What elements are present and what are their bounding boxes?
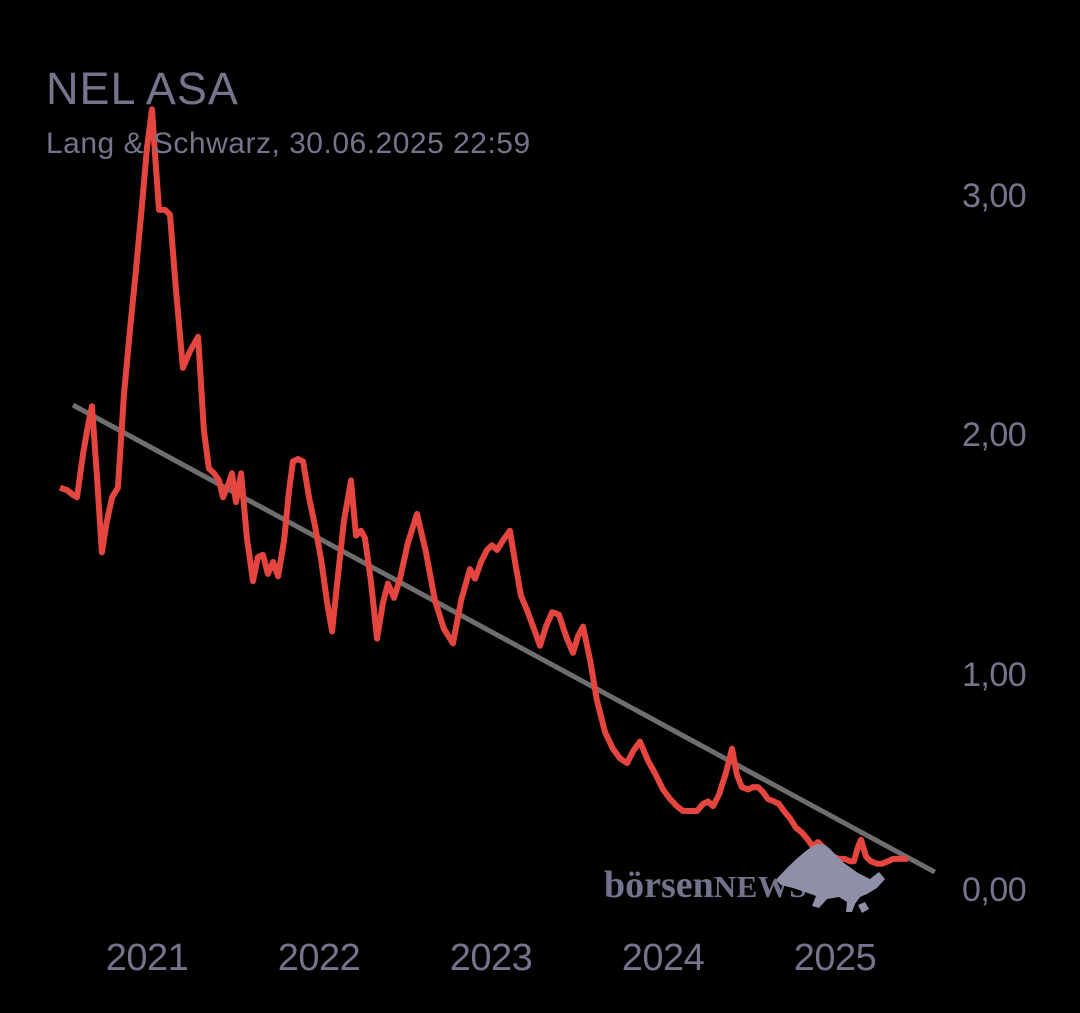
- chart-title: NEL ASA: [46, 63, 239, 114]
- bull-silhouette: [776, 844, 885, 913]
- y-axis-tick-label: 1,00: [962, 655, 1027, 694]
- borsennews-watermark: börsenNEWS: [604, 866, 807, 904]
- x-axis-tick-label: 2021: [105, 937, 189, 979]
- x-axis-tick-label: 2025: [793, 937, 877, 979]
- price-line: [59, 106, 908, 867]
- chart-subtitle: Lang & Schwarz, 30.06.2025 22:59: [46, 127, 531, 160]
- x-axis-tick-label: 2023: [449, 937, 533, 979]
- watermark-text-borsen: börsen: [604, 864, 714, 906]
- x-axis-tick-label: 2024: [621, 937, 705, 979]
- y-axis-tick-label: 0,00: [962, 871, 1027, 909]
- y-axis-tick-label: 2,00: [962, 416, 1027, 454]
- bull-icon: [776, 844, 885, 913]
- y-axis-tick-label: 3,00: [962, 176, 1027, 215]
- x-axis-tick-label: 2022: [277, 937, 361, 979]
- trend-line: [71, 402, 936, 875]
